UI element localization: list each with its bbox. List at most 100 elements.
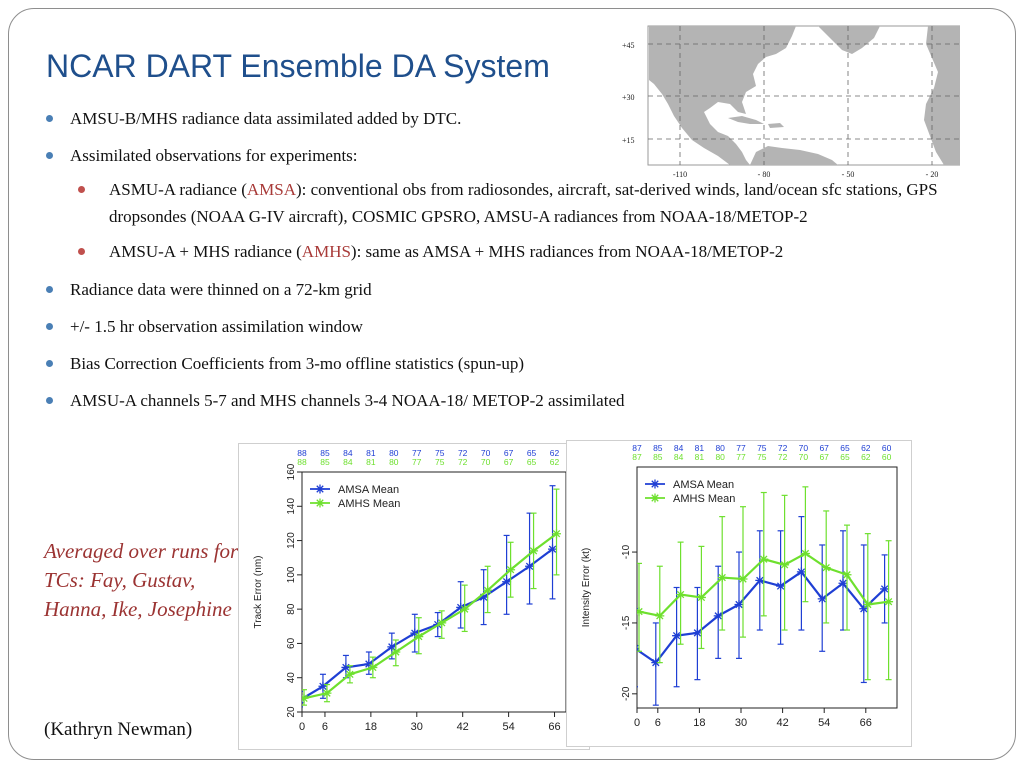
amhs-count-label: 88 xyxy=(297,457,307,467)
x-tick-label: 42 xyxy=(776,717,788,729)
amhs-count-label: 70 xyxy=(799,452,809,462)
bullet-item: Bias Correction Coefficients from 3-mo o… xyxy=(46,353,961,375)
data-point xyxy=(884,597,894,607)
sub-bullet-text: AMSU-A + MHS radiance ( xyxy=(109,242,302,261)
y-axis-label: Track Error (nm) xyxy=(253,556,264,629)
data-point xyxy=(880,584,890,594)
amsa-count-label: 85 xyxy=(320,448,330,458)
data-point xyxy=(713,611,723,621)
y-tick-label: 160 xyxy=(286,463,297,480)
data-point xyxy=(387,642,397,652)
data-point xyxy=(650,479,660,489)
y-tick-label: 80 xyxy=(286,603,297,615)
legend: AMSA Mean AMHS Mean xyxy=(310,484,400,510)
data-point xyxy=(483,585,493,595)
y-tick-label: 100 xyxy=(286,566,297,583)
map-lon-label: -110 xyxy=(673,170,687,179)
sub-bullet-amsa: ASMU-A radiance (AMSA): conventional obs… xyxy=(78,176,961,230)
data-point xyxy=(456,602,466,612)
data-point xyxy=(821,563,831,573)
amsa-count-label: 67 xyxy=(504,448,514,458)
data-point xyxy=(460,604,470,614)
map-lat-label: +15 xyxy=(622,136,635,145)
land-north-america xyxy=(649,26,796,165)
sub-bullet-text: ASMU-A radiance ( xyxy=(109,180,247,199)
y-tick-label: 120 xyxy=(286,532,297,549)
amhs-count-label: 72 xyxy=(458,457,468,467)
amsa-count-label: 70 xyxy=(799,443,809,453)
data-point xyxy=(692,628,702,638)
amsa-count-label: 84 xyxy=(674,443,684,453)
credit: (Kathryn Newman) xyxy=(44,719,193,740)
amsa-count-label: 81 xyxy=(695,443,705,453)
map-grid xyxy=(648,26,960,165)
y-tick-label: 140 xyxy=(286,498,297,515)
data-point xyxy=(368,662,378,672)
amsa-count-label: 72 xyxy=(458,448,468,458)
data-point xyxy=(302,693,309,703)
amhs-count-label: 67 xyxy=(819,452,829,462)
intensity-error-plot: -20 -15 -10 0 6 18 30 42 54 66 Intensity Error (kt… xyxy=(581,443,898,729)
data-point xyxy=(859,604,869,614)
amsa-count-label: 80 xyxy=(715,443,725,453)
series-line xyxy=(303,532,558,700)
amsa-series xyxy=(302,485,558,708)
data-point xyxy=(734,600,744,610)
data-point xyxy=(863,600,873,610)
amhs-count-label: 81 xyxy=(366,457,376,467)
amsa-count-label: 81 xyxy=(366,448,376,458)
y-tick-label: -10 xyxy=(621,544,632,559)
amhs-count-label: 62 xyxy=(550,457,560,467)
amsa-count-label: 85 xyxy=(653,443,663,453)
data-point xyxy=(776,581,786,591)
amhs-count-label: 65 xyxy=(840,452,850,462)
map-lon-label: - 20 xyxy=(926,170,939,179)
data-point xyxy=(672,631,682,641)
data-point xyxy=(364,659,374,669)
data-point xyxy=(437,618,447,628)
data-point xyxy=(525,561,535,571)
data-point xyxy=(315,498,325,508)
data-point xyxy=(410,628,420,638)
amsa-count-label: 67 xyxy=(819,443,829,453)
bullet-item: AMSU-A channels 5-7 and MHS channels 3-4… xyxy=(46,390,961,412)
data-point xyxy=(717,573,727,583)
legend: AMSA Mean AMHS Mean xyxy=(645,479,735,505)
y-tick-label: -20 xyxy=(621,686,632,701)
x-tick-label: 54 xyxy=(818,717,830,729)
y-tick-label: 20 xyxy=(286,706,297,718)
land-cuba xyxy=(728,116,764,124)
data-point xyxy=(696,592,706,602)
x-tick-label: 0 xyxy=(299,721,305,733)
data-point xyxy=(780,560,790,570)
track-error-plot: 20 40 60 80 100 120 140 160 0 6 18 30 42 54 66 Track Er… xyxy=(253,448,567,733)
sub-bullet-text: ): same as AMSA + MHS radiances from NOA… xyxy=(350,242,784,261)
amhs-count-label: 60 xyxy=(882,452,892,462)
bullet-item: +/- 1.5 hr observation assimilation wind… xyxy=(46,316,961,338)
amhs-count-label: 77 xyxy=(736,452,746,462)
map-lon-label: - 50 xyxy=(842,170,855,179)
data-point xyxy=(318,681,328,691)
amhs-count-label: 80 xyxy=(715,452,725,462)
amsa-count-label: 87 xyxy=(632,443,642,453)
y-tick-label: 40 xyxy=(286,672,297,684)
x-tick-label: 30 xyxy=(411,721,423,733)
x-tick-label: 18 xyxy=(365,721,377,733)
y-tick-label: 60 xyxy=(286,637,297,649)
land-south-america xyxy=(750,146,838,165)
bullet-item: Radiance data were thinned on a 72-km gr… xyxy=(46,279,961,301)
slide-title: NCAR DART Ensemble DA System xyxy=(46,48,550,84)
data-point xyxy=(817,594,827,604)
amhs-series xyxy=(302,488,562,706)
series-line xyxy=(302,548,554,701)
amsa-count-label: 84 xyxy=(343,448,353,458)
data-point xyxy=(759,554,769,564)
land-greenland xyxy=(818,26,880,54)
legend-label: AMSA Mean xyxy=(338,484,399,496)
amsa-count-label: 62 xyxy=(550,448,560,458)
data-point xyxy=(655,611,665,621)
data-point xyxy=(838,578,848,588)
land-masses xyxy=(649,26,960,165)
amhs-count-label: 84 xyxy=(343,457,353,467)
amsa-count-label: 77 xyxy=(412,448,422,458)
